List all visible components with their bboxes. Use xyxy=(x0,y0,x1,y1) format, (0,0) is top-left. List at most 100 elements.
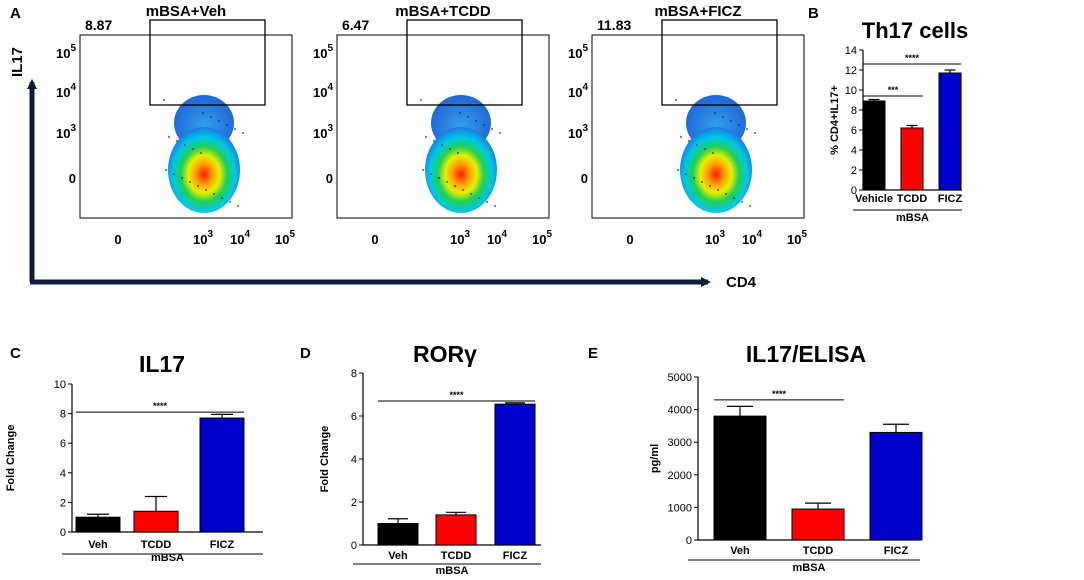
y-tick-label: 3000 xyxy=(668,437,692,449)
bar-veh xyxy=(713,415,767,541)
category-label: TCDD xyxy=(141,539,172,551)
flow-event-dot xyxy=(696,144,698,146)
y-tick-label: 4000 xyxy=(668,405,692,417)
category-label: FICZ xyxy=(210,539,235,551)
flow-y-tick-label: 104 xyxy=(56,82,76,100)
panel-letter-e: E xyxy=(588,345,598,362)
flow-y-axis-label: IL17 xyxy=(9,47,26,77)
y-tick-label: 0 xyxy=(686,535,692,547)
flow-event-dot xyxy=(486,201,488,203)
chart-title: Th17 cells xyxy=(862,18,968,43)
chart-title: RORγ xyxy=(413,341,477,367)
y-tick-label: 0 xyxy=(851,185,857,197)
flow-event-dot xyxy=(701,181,703,183)
flow-x-tick-label: 105 xyxy=(275,229,295,247)
flow-y-tick-label: 105 xyxy=(313,43,333,61)
flow-event-dot xyxy=(438,177,440,179)
panel-letter-c: C xyxy=(10,345,21,362)
flow-y-tick-label: 0 xyxy=(326,171,333,186)
flow-gate-percentage: 11.83 xyxy=(597,17,631,33)
flow-event-dot xyxy=(688,140,690,142)
flow-event-dot xyxy=(457,152,459,154)
flow-x-tick-base: 10 xyxy=(742,232,756,247)
flow-gate xyxy=(661,19,778,106)
flow-x-tick-base: 10 xyxy=(193,232,207,247)
flow-event-dot xyxy=(163,99,165,101)
y-tick-label: 0 xyxy=(60,527,66,539)
group-label: mBSA xyxy=(151,552,184,564)
flow-event-dot xyxy=(499,132,501,134)
flow-x-tick-label: 103 xyxy=(193,229,213,247)
flow-event-dot xyxy=(491,128,493,130)
category-label: Veh xyxy=(88,539,108,551)
y-tick-label: 2 xyxy=(351,497,357,509)
group-label: mBSA xyxy=(792,562,825,574)
flow-event-dot xyxy=(459,112,461,114)
chart-title: IL17/ELISA xyxy=(746,341,866,367)
flow-x-tick-base: 0 xyxy=(626,232,633,247)
flow-x-tick-label: 0 xyxy=(114,232,121,247)
flow-x-tick-base: 10 xyxy=(787,232,801,247)
flow-event-dot xyxy=(210,116,212,118)
flow-event-dot xyxy=(433,140,435,142)
category-label: FICZ xyxy=(503,550,528,562)
significance-label: **** xyxy=(772,389,787,399)
flow-y-tick-exp: 4 xyxy=(327,82,333,93)
flow-y-tick-base: 10 xyxy=(313,85,327,100)
flow-event-dot xyxy=(675,99,677,101)
bar-ficz xyxy=(199,417,245,533)
flow-event-dot xyxy=(449,148,451,150)
flow-event-dot xyxy=(738,124,740,126)
bar-ficz xyxy=(938,72,962,191)
y-axis-label: % CD4+IL17+ xyxy=(829,85,841,155)
flow-event-dot xyxy=(725,193,727,195)
flow-gate xyxy=(149,19,266,106)
category-label: TCDD xyxy=(803,545,834,557)
flow-x-tick-base: 10 xyxy=(487,232,501,247)
flow-event-dot xyxy=(218,120,220,122)
bar-chart-d: RORγ 0 2 4 6 8 Fold Change Veh TCDD FICZ mBSA **** xyxy=(319,341,541,577)
panel-letter-d: D xyxy=(300,345,311,362)
bar-vehicle xyxy=(862,100,886,191)
flow-y-tick-label: 103 xyxy=(313,123,333,141)
bar-ficz xyxy=(494,403,536,546)
category-label: FICZ xyxy=(938,193,963,205)
flow-y-tick-label: 104 xyxy=(313,82,333,100)
flow-y-tick-exp: 5 xyxy=(327,43,333,54)
flow-event-dot xyxy=(741,201,743,203)
group-label: mBSA xyxy=(896,212,929,224)
flow-plot-title: mBSA+FICZ xyxy=(654,3,741,20)
flow-x-tick-exp: 5 xyxy=(801,229,807,240)
flow-event-dot xyxy=(189,181,191,183)
flow-y-tick-base: 0 xyxy=(69,171,76,186)
flow-x-tick-label: 0 xyxy=(626,232,633,247)
flow-plot-title: mBSA+Veh xyxy=(146,3,226,20)
flow-x-tick-label: 104 xyxy=(230,229,250,247)
flow-event-dot xyxy=(462,189,464,191)
y-axis-label: pg/ml xyxy=(649,444,661,473)
bar-chart-b: Th17 cells 0 2 4 6 8 10 12 14 % CD4+IL17+ Vehicle T… xyxy=(829,18,968,224)
flow-y-tick-exp: 4 xyxy=(70,82,76,93)
flow-event-dot xyxy=(173,173,175,175)
flow-event-dot xyxy=(430,173,432,175)
flow-event-dot xyxy=(425,136,427,138)
flow-event-dot xyxy=(184,144,186,146)
flow-y-tick-label: 105 xyxy=(56,43,76,61)
flow-event-dot xyxy=(680,136,682,138)
flow-event-dot xyxy=(446,181,448,183)
flow-x-tick-base: 0 xyxy=(371,232,378,247)
flow-x-tick-exp: 4 xyxy=(501,229,507,240)
flow-event-dot xyxy=(754,132,756,134)
flow-x-tick-base: 10 xyxy=(230,232,244,247)
flow-event-dot xyxy=(221,197,223,199)
flow-event-dot xyxy=(712,152,714,154)
flow-event-dot xyxy=(420,99,422,101)
flow-y-tick-base: 0 xyxy=(581,171,588,186)
flow-x-axis-label: CD4 xyxy=(726,274,757,291)
category-label: Vehicle xyxy=(855,193,893,205)
flow-event-dot xyxy=(181,177,183,179)
flow-event-dot xyxy=(714,112,716,114)
category-label: TCDD xyxy=(441,550,472,562)
y-tick-label: 2 xyxy=(851,165,857,177)
category-label: TCDD xyxy=(897,193,928,205)
